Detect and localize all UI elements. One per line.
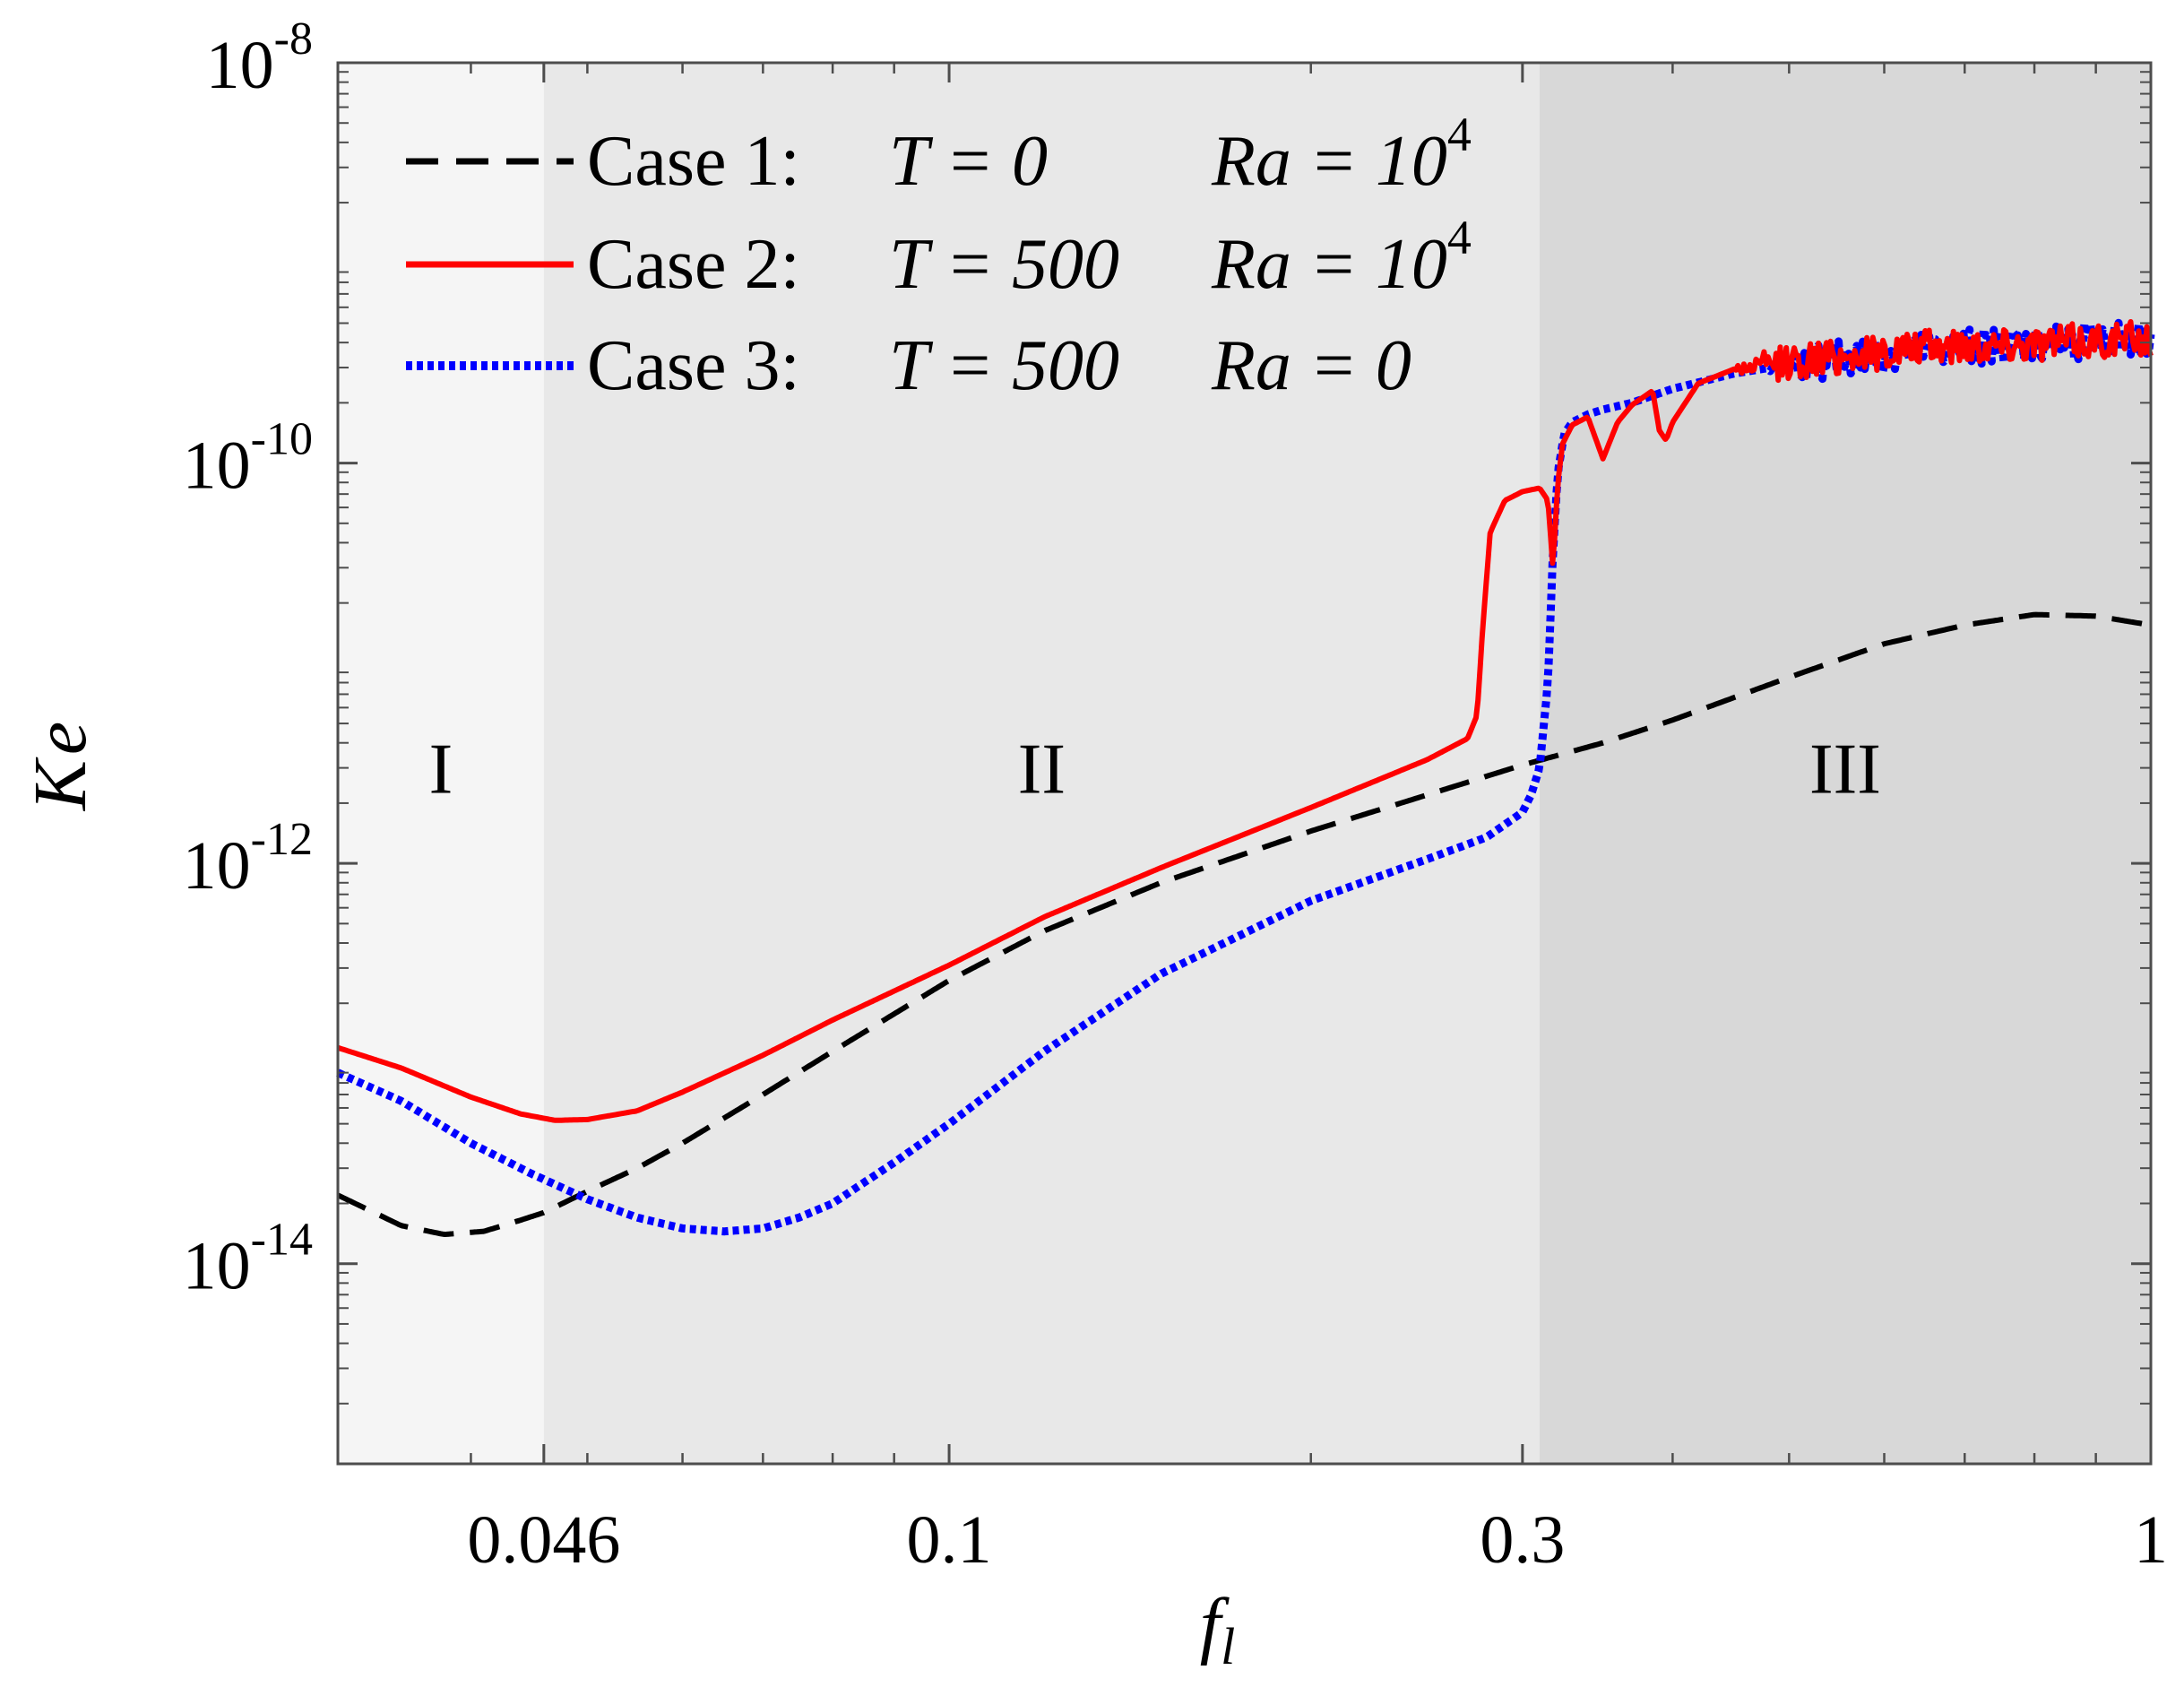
region-label-3: III xyxy=(1809,731,1881,809)
series-line-case-2 xyxy=(336,319,2154,1123)
x-tick-label-3: 1 xyxy=(2134,1502,2168,1578)
series-layer xyxy=(335,318,2155,1237)
legend-ra-value-case-2: Ra = 104 xyxy=(1211,211,1472,304)
region-labels: I II III xyxy=(429,731,1881,809)
x-tick-label-1: 0.1 xyxy=(907,1502,992,1578)
y-tick-label-1: 10-10 xyxy=(183,414,313,504)
plot-frame xyxy=(336,61,2153,1466)
series-line-case-3 xyxy=(335,318,2155,1236)
region-label-1: I xyxy=(429,731,453,809)
legend-t-value-case-2: T = 500 xyxy=(889,225,1119,304)
y-tick-label-3: 10-14 xyxy=(183,1215,313,1304)
axis-ticks xyxy=(338,61,2153,1464)
region-2-background xyxy=(543,63,1540,1464)
region-backgrounds xyxy=(338,63,2151,1464)
legend-t-value-case-1: T = 0 xyxy=(889,122,1048,201)
y-tick-label-0: 10-8 xyxy=(206,13,313,103)
legend-label-case-2: Case 2: xyxy=(587,225,800,304)
region-1-background xyxy=(338,63,544,1464)
series-line-case-1 xyxy=(336,611,2152,1237)
x-tick-label-2: 0.3 xyxy=(1480,1502,1565,1578)
y-axis-label: Ke xyxy=(19,716,102,811)
y-tick-label-2: 10-12 xyxy=(183,814,313,904)
legend-ra-value-case-1: Ra = 104 xyxy=(1211,108,1472,201)
legend-t-value-case-3: T = 500 xyxy=(889,326,1119,405)
tick-labels: 0.046 0.1 0.3 1 10-8 10-10 10-12 10-14 xyxy=(183,13,2168,1578)
legend-label-case-1: Case 1: xyxy=(587,122,800,201)
x-axis-label: fl xyxy=(1200,1583,1235,1675)
region-3-background xyxy=(1539,63,2151,1464)
legend-label-case-3: Case 3: xyxy=(587,326,800,405)
x-tick-label-0: 0.046 xyxy=(467,1502,620,1578)
legend-ra-value-case-3: Ra = 0 xyxy=(1211,326,1411,405)
legend: Case 1: T = 0 Ra = 104 Case 2: T = 500 Ra = 1… xyxy=(406,108,1472,405)
region-label-2: II xyxy=(1018,731,1066,809)
